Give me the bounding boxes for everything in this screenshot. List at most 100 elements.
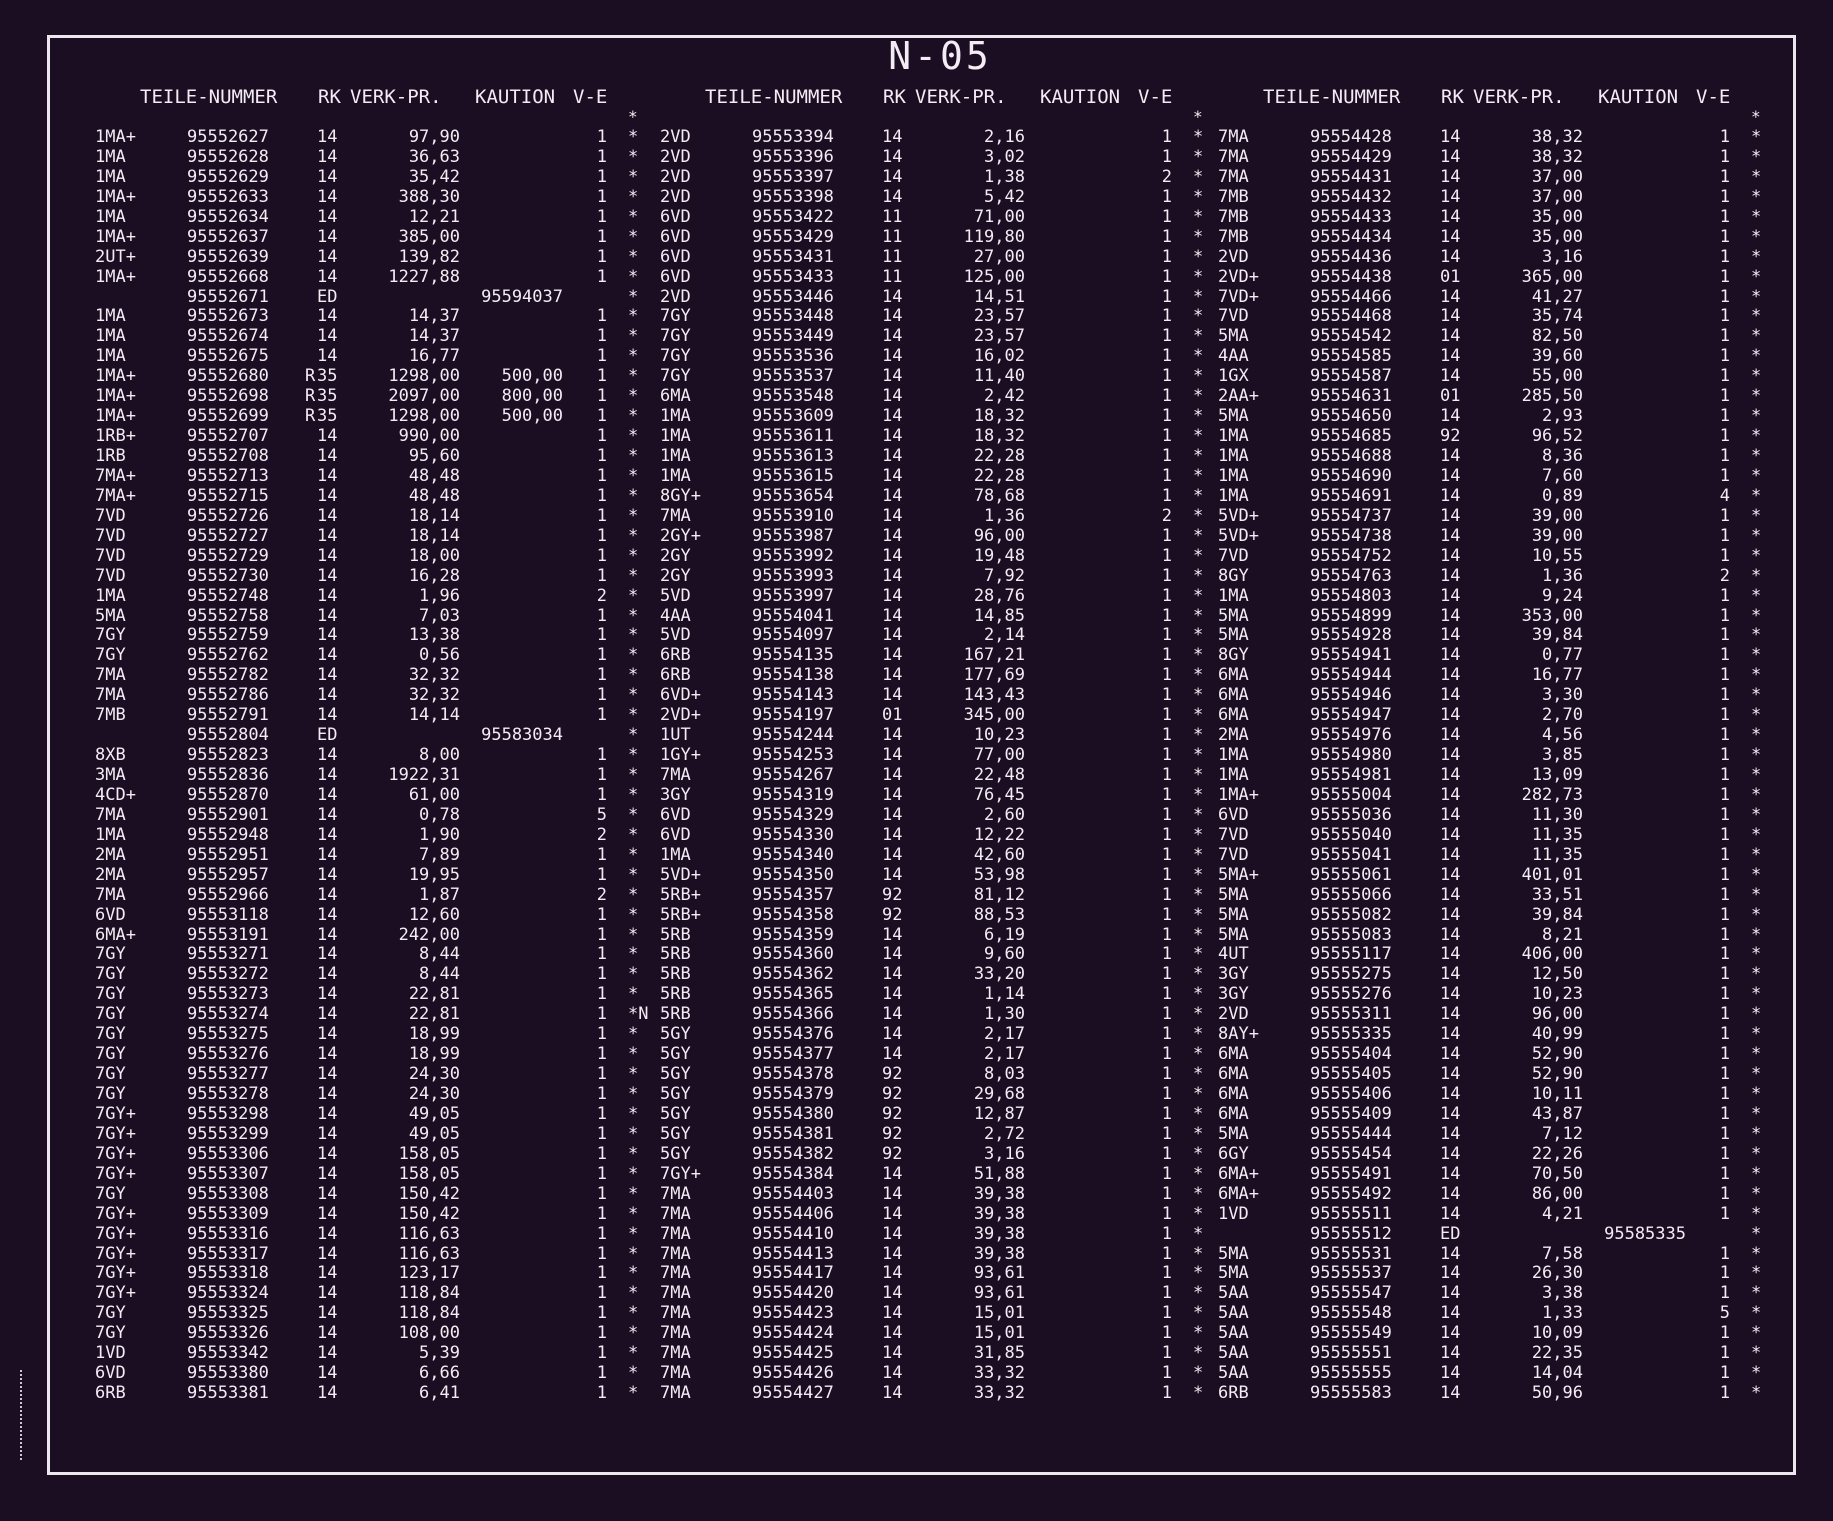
star-marker: * bbox=[1751, 1123, 1762, 1144]
typ-code: 1MA+ bbox=[95, 226, 136, 247]
table-row: 7GY+ 95553324 14 118,84 1 * bbox=[95, 1283, 655, 1303]
verk-pr: 39,38 bbox=[973, 1243, 1025, 1264]
star-marker: * bbox=[1751, 1004, 1762, 1025]
table-row: 7VD 95552730 14 16,28 1 * bbox=[95, 566, 655, 586]
ve-qty: 1 bbox=[596, 146, 607, 167]
typ-code: 7VD+ bbox=[1218, 286, 1259, 307]
table-row: 1VD 95555511 14 4,21 1 * bbox=[1218, 1204, 1778, 1224]
teile-nummer: 95554424 bbox=[752, 1323, 834, 1344]
table-row: 5VD+ 95554738 14 39,00 1 * bbox=[1218, 526, 1778, 546]
ve-qty: 2 bbox=[1161, 505, 1172, 526]
star-marker: * bbox=[1751, 146, 1762, 167]
ve-qty: 1 bbox=[596, 545, 607, 566]
rk-code: 14 bbox=[882, 1323, 903, 1344]
teile-nummer: 95553118 bbox=[187, 904, 269, 925]
star-marker: * bbox=[1193, 346, 1204, 367]
ve-qty: 1 bbox=[1161, 1044, 1172, 1065]
ve-qty: 1 bbox=[1719, 904, 1730, 925]
rk-code: 14 bbox=[317, 645, 338, 666]
rk-code: 14 bbox=[1440, 625, 1461, 646]
rk-code: 14 bbox=[317, 765, 338, 785]
star-marker: * bbox=[628, 286, 639, 307]
ve-qty: 1 bbox=[1161, 226, 1172, 247]
table-row: 1MA 95554981 14 13,09 1 * bbox=[1218, 765, 1778, 785]
star-marker: * bbox=[1193, 266, 1204, 287]
teile-nummer: 95554376 bbox=[752, 1024, 834, 1045]
verk-pr: 38,32 bbox=[1531, 146, 1583, 167]
verk-pr: 4,56 bbox=[1542, 725, 1583, 746]
rk-code: 14 bbox=[882, 166, 903, 187]
ve-qty: 1 bbox=[1719, 804, 1730, 825]
typ-code: 7MB bbox=[1218, 186, 1249, 207]
verk-pr: 39,38 bbox=[973, 1183, 1025, 1204]
rk-code: 14 bbox=[317, 485, 338, 506]
rk-code: 14 bbox=[317, 1363, 338, 1384]
table-row: 5VD+ 95554350 14 53,98 1 * bbox=[660, 865, 1220, 885]
teile-nummer: 95553316 bbox=[187, 1223, 269, 1244]
table-row: 5AA 95555548 14 1,33 5 * bbox=[1218, 1303, 1778, 1323]
star-marker: * bbox=[1193, 485, 1204, 506]
ve-qty: 1 bbox=[1161, 1363, 1172, 1384]
star-marker: * bbox=[1193, 1143, 1204, 1164]
typ-code: 5AA bbox=[1218, 1363, 1249, 1384]
table-row: 7VD 95554752 14 10,55 1 * bbox=[1218, 546, 1778, 566]
teile-nummer: 95552637 bbox=[187, 226, 269, 247]
rk-code: 14 bbox=[1440, 406, 1461, 427]
star-marker: * bbox=[1751, 1044, 1762, 1065]
verk-pr: 1298,00 bbox=[388, 406, 460, 427]
typ-code: 7GY bbox=[660, 306, 691, 327]
table-row: 5MA 95555066 14 33,51 1 * bbox=[1218, 885, 1778, 905]
typ-code: 7MA bbox=[1218, 127, 1249, 147]
star-marker: * bbox=[1751, 186, 1762, 207]
rk-code: 14 bbox=[882, 824, 903, 845]
verk-pr: 15,01 bbox=[973, 1323, 1025, 1344]
rk-code: 14 bbox=[1440, 824, 1461, 845]
typ-code: 3GY bbox=[1218, 984, 1249, 1005]
ve-qty: 1 bbox=[1719, 1044, 1730, 1065]
star-marker: * bbox=[1193, 127, 1204, 147]
star-marker: * bbox=[1751, 1103, 1762, 1124]
ve-qty: 1 bbox=[1719, 745, 1730, 766]
ve-qty: 4 bbox=[1719, 485, 1730, 506]
star-marker: * bbox=[1751, 1323, 1762, 1344]
typ-code: 7GY+ bbox=[95, 1283, 136, 1304]
star-marker: * bbox=[628, 645, 639, 666]
teile-nummer: 95554267 bbox=[752, 765, 834, 785]
table-row: 7GY+ 95553318 14 123,17 1 * bbox=[95, 1263, 655, 1283]
rk-code: 14 bbox=[882, 1004, 903, 1025]
teile-nummer: 95554379 bbox=[752, 1084, 834, 1104]
teile-nummer: 95554690 bbox=[1310, 465, 1392, 486]
verk-pr: 12,60 bbox=[408, 904, 460, 925]
typ-code: 7MA bbox=[660, 1263, 691, 1284]
rk-code: 14 bbox=[882, 366, 903, 387]
table-row: 1MA+ 95552637 14 385,00 1 * bbox=[95, 227, 655, 247]
rk-code: 14 bbox=[317, 326, 338, 347]
star-marker: * bbox=[1751, 525, 1762, 546]
table-row: 6MA 95555409 14 43,87 1 * bbox=[1218, 1104, 1778, 1124]
rk-code: 14 bbox=[882, 784, 903, 805]
table-row: 6MA 95554946 14 3,30 1 * bbox=[1218, 685, 1778, 705]
rk-code: 14 bbox=[317, 1183, 338, 1204]
star-marker: * bbox=[1751, 1383, 1762, 1404]
star-marker: * bbox=[628, 386, 639, 407]
verk-pr: 150,42 bbox=[398, 1183, 460, 1204]
star-marker: * bbox=[1751, 1064, 1762, 1085]
table-row: 3GY 95555275 14 12,50 1 * bbox=[1218, 964, 1778, 984]
star-marker: * bbox=[1193, 625, 1204, 646]
rk-code: 14 bbox=[317, 1004, 338, 1025]
typ-code: 1MA+ bbox=[95, 266, 136, 287]
teile-nummer: 95555041 bbox=[1310, 844, 1392, 865]
verk-pr: 1,30 bbox=[984, 1004, 1025, 1025]
star-marker: * bbox=[1193, 206, 1204, 227]
table-row: 7GY 95553325 14 118,84 1 * bbox=[95, 1303, 655, 1323]
table-row: 8GY 95554763 14 1,36 2 * bbox=[1218, 566, 1778, 586]
teile-nummer: 95554428 bbox=[1310, 127, 1392, 147]
table-row: 5MA 95555082 14 39,84 1 * bbox=[1218, 905, 1778, 925]
typ-code: 6RB bbox=[95, 1383, 126, 1404]
teile-nummer: 95554944 bbox=[1310, 665, 1392, 686]
star-marker: * bbox=[1751, 844, 1762, 865]
verk-pr: 14,85 bbox=[973, 605, 1025, 626]
table-row: 7MB 95554434 14 35,00 1 * bbox=[1218, 227, 1778, 247]
typ-code: 6MA+ bbox=[1218, 1183, 1259, 1204]
table-row: 5RB 95554365 14 1,14 1 * bbox=[660, 984, 1220, 1004]
